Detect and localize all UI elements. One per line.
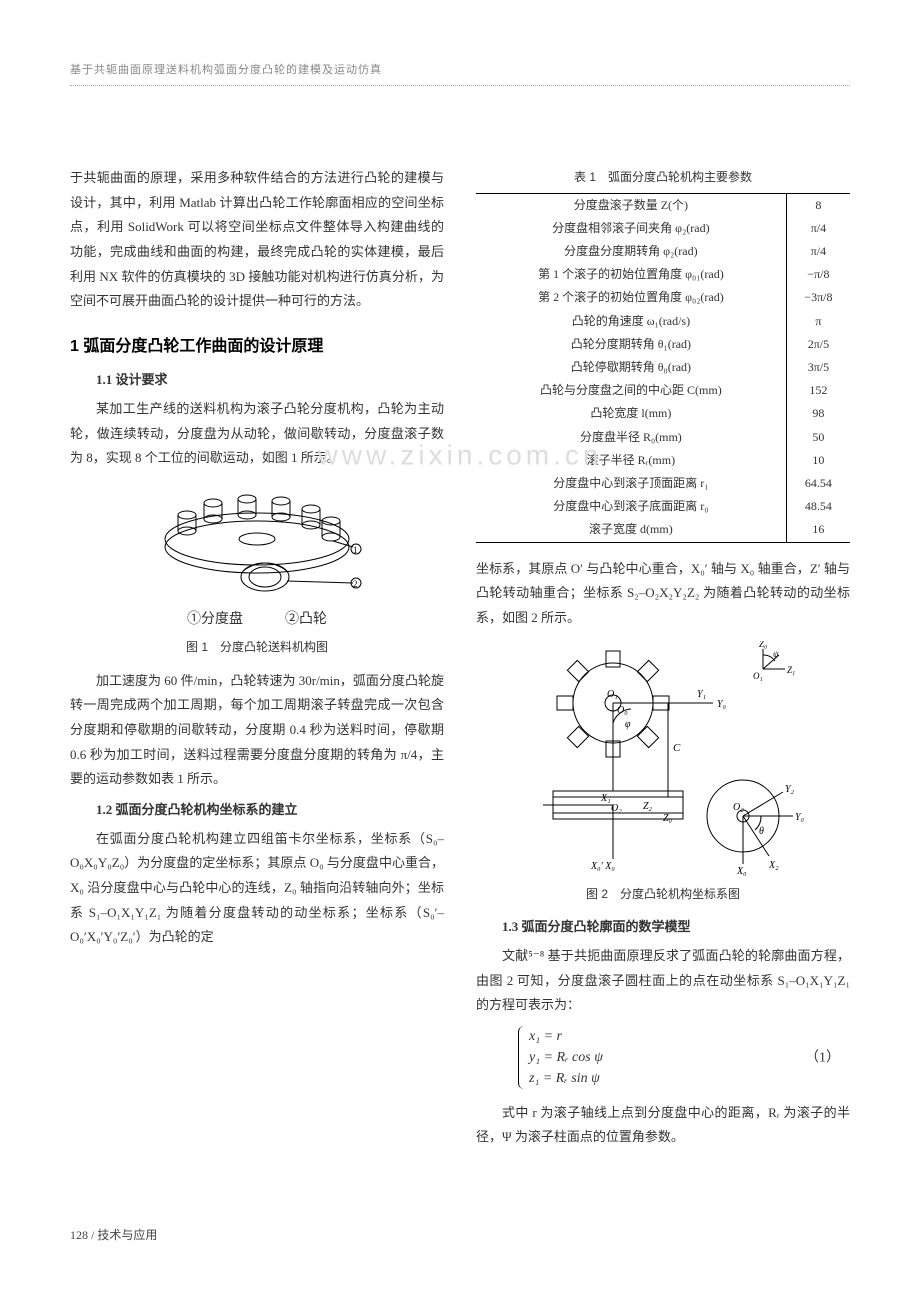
svg-text:Y₀: Y₀ bbox=[795, 812, 805, 823]
after-table-paragraph: 坐标系，其原点 O′ 与凸轮中心重合，X₀′ 轴与 X₀ 轴重合，Z′ 轴与凸轮… bbox=[476, 557, 850, 631]
figure-2: Y₁ Y₀ X₁ O₁ O₀ φ C O₂ bbox=[476, 641, 850, 906]
param-name: 分度盘中心到滚子底面距离 r₀ bbox=[476, 495, 786, 518]
table-row: 凸轮分度期转角 θ₁(rad)2π/5 bbox=[476, 333, 850, 356]
svg-text:Z₁: Z₁ bbox=[787, 665, 795, 675]
param-name: 滚子半径 Rᵣ(mm) bbox=[476, 449, 786, 472]
param-name: 分度盘滚子数量 Z(个) bbox=[476, 193, 786, 217]
table-row: 分度盘中心到滚子底面距离 r₀48.54 bbox=[476, 495, 850, 518]
param-name: 凸轮停歇期转角 θ₀(rad) bbox=[476, 356, 786, 379]
param-name: 第 1 个滚子的初始位置角度 φ₀₁(rad) bbox=[476, 263, 786, 286]
running-head: 基于共轭曲面原理送料机构弧面分度凸轮的建模及运动仿真 bbox=[70, 60, 850, 86]
table-row: 滚子宽度 d(mm)16 bbox=[476, 518, 850, 542]
s11-paragraph-2: 加工速度为 60 件/min，凸轮转速为 30r/min，弧面分度凸轮旋转一周完… bbox=[70, 669, 444, 792]
svg-text:O₂: O₂ bbox=[733, 802, 744, 813]
table-row: 分度盘分度期转角 φ₂(rad)π/4 bbox=[476, 240, 850, 263]
param-value: 50 bbox=[786, 426, 850, 449]
svg-text:θ: θ bbox=[759, 826, 764, 837]
table-row: 凸轮宽度 l(mm)98 bbox=[476, 402, 850, 425]
s12-paragraph-1: 在弧面分度凸轮机构建立四组笛卡尔坐标系，坐标系（S₀–O₀X₀Y₀Z₀）为分度盘… bbox=[70, 827, 444, 950]
equation-1: x₁ = r y₁ = Rᵣ cos ψ z₁ = Rᵣ sin ψ （1） bbox=[518, 1026, 850, 1093]
subsection-1-3-title: 1.3 弧面分度凸轮廓面的数学模型 bbox=[476, 915, 850, 940]
param-value: −π/8 bbox=[786, 263, 850, 286]
s13-paragraph-2: 式中 r 为滚子轴线上点到分度盘中心的距离，Rᵣ 为滚子的半径，Ψ 为滚子柱面点… bbox=[476, 1101, 850, 1150]
right-column: 表 1 弧面分度凸轮机构主要参数 分度盘滚子数量 Z(个)8分度盘相邻滚子间夹角… bbox=[476, 166, 850, 1154]
eq1-line3: z₁ = Rᵣ sin ψ bbox=[529, 1068, 603, 1089]
param-name: 分度盘分度期转角 φ₂(rad) bbox=[476, 240, 786, 263]
eq1-number: （1） bbox=[805, 1046, 840, 1073]
param-name: 滚子宽度 d(mm) bbox=[476, 518, 786, 542]
svg-text:1: 1 bbox=[353, 545, 358, 555]
param-value: 16 bbox=[786, 518, 850, 542]
param-value: 64.54 bbox=[786, 472, 850, 495]
param-name: 凸轮与分度盘之间的中心距 C(mm) bbox=[476, 379, 786, 402]
figure-2-caption: 图 2 分度凸轮机构坐标系图 bbox=[476, 883, 850, 906]
figure-1-svg: 1 2 bbox=[147, 481, 367, 601]
svg-text:ψ: ψ bbox=[773, 649, 779, 659]
svg-text:C: C bbox=[673, 742, 681, 754]
param-value: π/4 bbox=[786, 240, 850, 263]
table-row: 分度盘半径 R₀(mm)50 bbox=[476, 426, 850, 449]
table-row: 滚子半径 Rᵣ(mm)10 bbox=[476, 449, 850, 472]
svg-text:Z₀: Z₀ bbox=[759, 641, 767, 649]
svg-text:Y₁: Y₁ bbox=[697, 689, 706, 700]
table-row: 分度盘滚子数量 Z(个)8 bbox=[476, 193, 850, 217]
svg-text:Z₂: Z₂ bbox=[643, 801, 653, 812]
subsection-1-2-title: 1.2 弧面分度凸轮机构坐标系的建立 bbox=[70, 798, 444, 823]
s13-paragraph-1: 文献⁵⁻⁸ 基于共扼曲面原理反求了弧面凸轮的轮廓曲面方程，由图 2 可知，分度盘… bbox=[476, 944, 850, 1018]
figure-1: 1 2 ①分度盘 ②凸轮 图 1 分度凸轮送料机构图 bbox=[70, 481, 444, 658]
param-name: 凸轮宽度 l(mm) bbox=[476, 402, 786, 425]
svg-text:Y₀: Y₀ bbox=[717, 699, 727, 710]
param-value: π/4 bbox=[786, 217, 850, 240]
svg-text:Y₂: Y₂ bbox=[785, 784, 795, 795]
param-name: 分度盘半径 R₀(mm) bbox=[476, 426, 786, 449]
table-row: 凸轮与分度盘之间的中心距 C(mm)152 bbox=[476, 379, 850, 402]
svg-text:2: 2 bbox=[353, 579, 358, 589]
page-footer: 128 / 技术与应用 bbox=[70, 1224, 850, 1247]
subsection-1-1-title: 1.1 设计要求 bbox=[70, 368, 444, 393]
param-value: 98 bbox=[786, 402, 850, 425]
eq1-line2: y₁ = Rᵣ cos ψ bbox=[529, 1047, 603, 1068]
two-column-body: 于共轭曲面的原理，采用多种软件结合的方法进行凸轮的建模与设计，其中，利用 Mat… bbox=[70, 166, 850, 1154]
table-row: 分度盘中心到滚子顶面距离 r₁64.54 bbox=[476, 472, 850, 495]
eq1-line1: x₁ = r bbox=[529, 1026, 603, 1047]
table-row: 第 1 个滚子的初始位置角度 φ₀₁(rad)−π/8 bbox=[476, 263, 850, 286]
param-value: −3π/8 bbox=[786, 286, 850, 309]
s11-paragraph-1: 某加工生产线的送料机构为滚子凸轮分度机构，凸轮为主动轮，做连续转动，分度盘为从动… bbox=[70, 397, 444, 471]
left-column: 于共轭曲面的原理，采用多种软件结合的方法进行凸轮的建模与设计，其中，利用 Mat… bbox=[70, 166, 444, 1154]
section-1-heading: 1 弧面分度凸轮工作曲面的设计原理 bbox=[70, 332, 444, 362]
table-1: 分度盘滚子数量 Z(个)8分度盘相邻滚子间夹角 φ₂(rad)π/4分度盘分度期… bbox=[476, 193, 850, 543]
param-name: 凸轮分度期转角 θ₁(rad) bbox=[476, 333, 786, 356]
svg-text:φ: φ bbox=[625, 719, 631, 730]
param-name: 第 2 个滚子的初始位置角度 φ₀₂(rad) bbox=[476, 286, 786, 309]
table-row: 第 2 个滚子的初始位置角度 φ₀₂(rad)−3π/8 bbox=[476, 286, 850, 309]
svg-text:X₂: X₂ bbox=[768, 860, 779, 871]
figure-1-legend: ①分度盘 ②凸轮 bbox=[70, 607, 444, 634]
param-value: 152 bbox=[786, 379, 850, 402]
table-row: 分度盘相邻滚子间夹角 φ₂(rad)π/4 bbox=[476, 217, 850, 240]
figure-1-caption: 图 1 分度凸轮送料机构图 bbox=[70, 636, 444, 659]
svg-text:O₁: O₁ bbox=[607, 689, 618, 700]
table-1-caption: 表 1 弧面分度凸轮机构主要参数 bbox=[476, 166, 850, 189]
svg-text:X₁: X₁ bbox=[600, 793, 611, 804]
param-name: 分度盘中心到滚子顶面距离 r₁ bbox=[476, 472, 786, 495]
svg-text:X₀: X₀ bbox=[736, 866, 747, 877]
param-value: 48.54 bbox=[786, 495, 850, 518]
svg-text:Z₀: Z₀ bbox=[663, 813, 673, 824]
svg-text:O₁: O₁ bbox=[753, 671, 763, 681]
param-name: 凸轮的角速度 ω₁(rad/s) bbox=[476, 310, 786, 333]
param-name: 分度盘相邻滚子间夹角 φ₂(rad) bbox=[476, 217, 786, 240]
param-value: 10 bbox=[786, 449, 850, 472]
param-value: 2π/5 bbox=[786, 333, 850, 356]
param-value: π bbox=[786, 310, 850, 333]
param-value: 8 bbox=[786, 193, 850, 217]
intro-paragraph: 于共轭曲面的原理，采用多种软件结合的方法进行凸轮的建模与设计，其中，利用 Mat… bbox=[70, 166, 444, 314]
svg-text:X₀′ X₀: X₀′ X₀ bbox=[590, 861, 615, 872]
table-row: 凸轮停歇期转角 θ₀(rad)3π/5 bbox=[476, 356, 850, 379]
table-row: 凸轮的角速度 ω₁(rad/s)π bbox=[476, 310, 850, 333]
param-value: 3π/5 bbox=[786, 356, 850, 379]
figure-2-svg: Y₁ Y₀ X₁ O₁ O₀ φ C O₂ bbox=[513, 641, 813, 881]
